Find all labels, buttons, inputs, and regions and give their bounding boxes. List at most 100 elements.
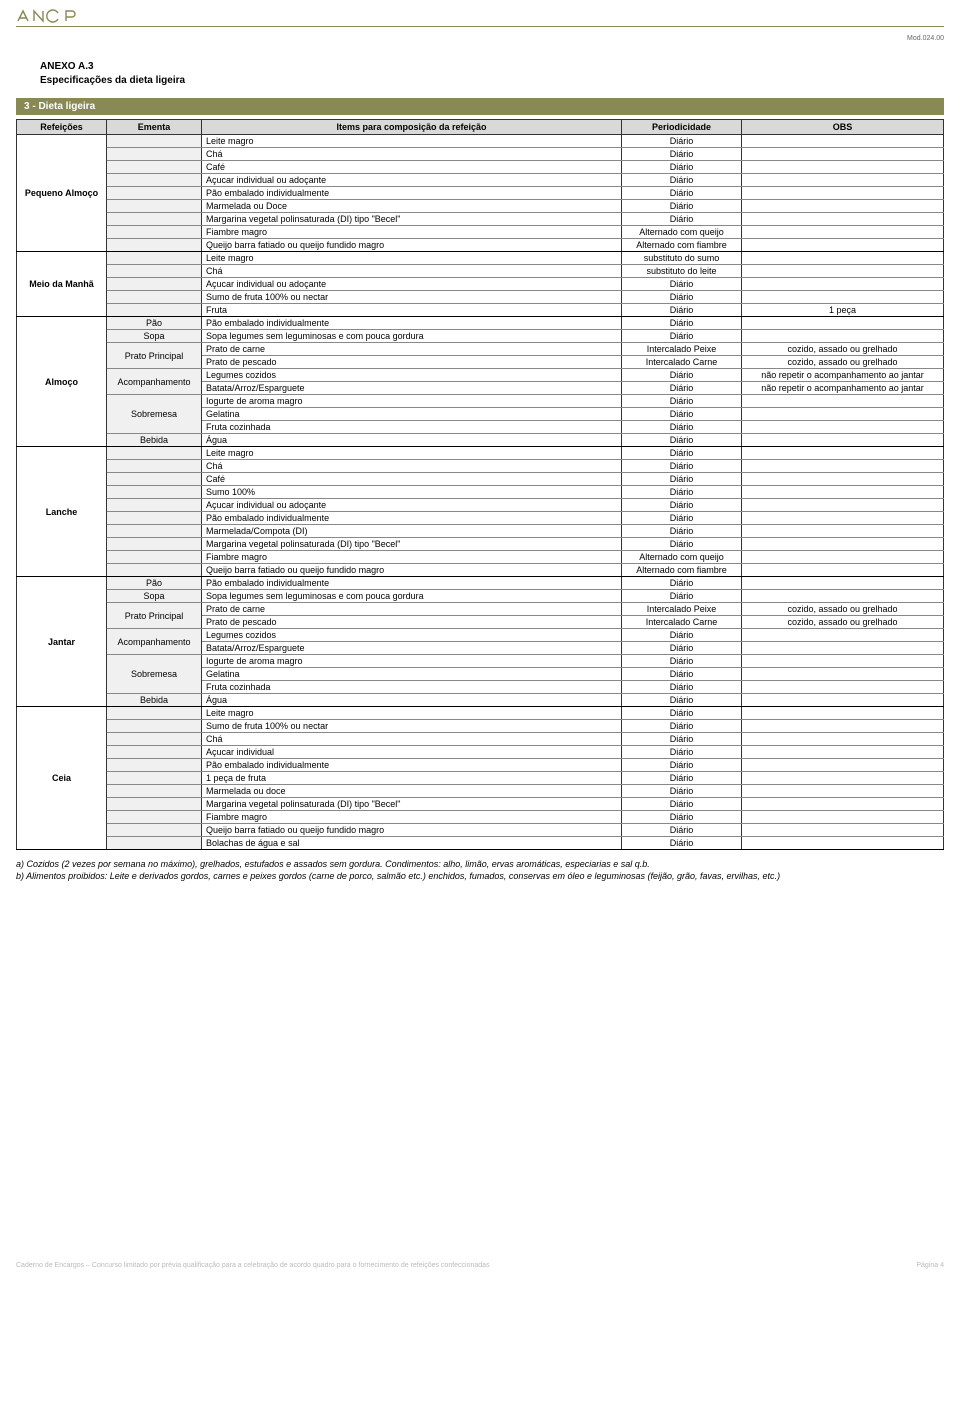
obs-cell bbox=[742, 837, 944, 850]
periodicidade-cell: Diário bbox=[622, 824, 742, 837]
table-row: Marmelada ou doceDiário bbox=[17, 785, 944, 798]
periodicidade-cell: Diário bbox=[622, 655, 742, 668]
obs-cell: cozido, assado ou grelhado bbox=[742, 356, 944, 369]
table-row: CaféDiário bbox=[17, 473, 944, 486]
item-cell: Chá bbox=[202, 148, 622, 161]
table-row: AlmoçoPãoPão embalado individualmenteDiá… bbox=[17, 317, 944, 330]
item-cell: Prato de carne bbox=[202, 343, 622, 356]
item-cell: Sopa legumes sem leguminosas e com pouca… bbox=[202, 330, 622, 343]
item-cell: Sumo 100% bbox=[202, 486, 622, 499]
periodicidade-cell: Diário bbox=[622, 434, 742, 447]
ementa-cell bbox=[107, 759, 202, 772]
ementa-cell bbox=[107, 837, 202, 850]
obs-cell bbox=[742, 486, 944, 499]
obs-cell: não repetir o acompanhamento ao jantar bbox=[742, 369, 944, 382]
obs-cell bbox=[742, 239, 944, 252]
periodicidade-cell: Diário bbox=[622, 278, 742, 291]
table-row: Açucar individual ou adoçanteDiário bbox=[17, 278, 944, 291]
periodicidade-cell: Diário bbox=[622, 811, 742, 824]
periodicidade-cell: Diário bbox=[622, 512, 742, 525]
table-row: BebidaÁguaDiário bbox=[17, 694, 944, 707]
mod-code: Mod.024.00 bbox=[16, 35, 944, 42]
ementa-cell bbox=[107, 564, 202, 577]
ementa-cell bbox=[107, 148, 202, 161]
table-header-row: Refeições Ementa Items para composição d… bbox=[17, 120, 944, 135]
ementa-cell bbox=[107, 512, 202, 525]
item-cell: Margarina vegetal polinsaturada (DI) tip… bbox=[202, 538, 622, 551]
obs-cell bbox=[742, 395, 944, 408]
item-cell: Gelatina bbox=[202, 408, 622, 421]
table-row: Pão embalado individualmenteDiário bbox=[17, 512, 944, 525]
ementa-cell bbox=[107, 291, 202, 304]
item-cell: Margarina vegetal polinsaturada (DI) tip… bbox=[202, 798, 622, 811]
periodicidade-cell: Intercalado Peixe bbox=[622, 603, 742, 616]
section-bar: 3 - Dieta ligeira bbox=[16, 98, 944, 115]
obs-cell bbox=[742, 772, 944, 785]
item-cell: Pão embalado individualmente bbox=[202, 512, 622, 525]
table-row: Ceia Leite magroDiário bbox=[17, 707, 944, 720]
periodicidade-cell: Diário bbox=[622, 317, 742, 330]
obs-cell: cozido, assado ou grelhado bbox=[742, 343, 944, 356]
table-row: Queijo barra fatiado ou queijo fundido m… bbox=[17, 564, 944, 577]
table-row: Pequeno Almoço Leite magroDiário bbox=[17, 135, 944, 148]
meal-name: Pequeno Almoço bbox=[17, 135, 107, 252]
obs-cell bbox=[742, 681, 944, 694]
table-row: Margarina vegetal polinsaturada (DI) tip… bbox=[17, 538, 944, 551]
logo bbox=[16, 8, 944, 24]
item-cell: Marmelada ou doce bbox=[202, 785, 622, 798]
periodicidade-cell: Diário bbox=[622, 642, 742, 655]
obs-cell bbox=[742, 291, 944, 304]
item-cell: Água bbox=[202, 694, 622, 707]
table-row: Lanche Leite magroDiário bbox=[17, 447, 944, 460]
table-row: FrutaDiário1 peça bbox=[17, 304, 944, 317]
table-row: SobremesaIogurte de aroma magroDiário bbox=[17, 395, 944, 408]
table-row: Açucar individualDiário bbox=[17, 746, 944, 759]
obs-cell: não repetir o acompanhamento ao jantar bbox=[742, 382, 944, 395]
table-row: SopaSopa legumes sem leguminosas e com p… bbox=[17, 330, 944, 343]
ementa-cell: Pão bbox=[107, 317, 202, 330]
item-cell: Sopa legumes sem leguminosas e com pouca… bbox=[202, 590, 622, 603]
obs-cell bbox=[742, 330, 944, 343]
item-cell: Queijo barra fatiado ou queijo fundido m… bbox=[202, 564, 622, 577]
periodicidade-cell: Diário bbox=[622, 187, 742, 200]
item-cell: Margarina vegetal polinsaturada (DI) tip… bbox=[202, 213, 622, 226]
item-cell: Açucar individual ou adoçante bbox=[202, 278, 622, 291]
ementa-cell bbox=[107, 239, 202, 252]
periodicidade-cell: Diário bbox=[622, 395, 742, 408]
obs-cell bbox=[742, 629, 944, 642]
periodicidade-cell: substituto do leite bbox=[622, 265, 742, 278]
note-a: a) Cozidos (2 vezes por semana no máximo… bbox=[16, 858, 944, 870]
col-periodicidade: Periodicidade bbox=[622, 120, 742, 135]
periodicidade-cell: Diário bbox=[622, 330, 742, 343]
table-row: Fiambre magroAlternado com queijo bbox=[17, 551, 944, 564]
ementa-cell: Bebida bbox=[107, 694, 202, 707]
table-row: Bolachas de água e salDiário bbox=[17, 837, 944, 850]
obs-cell: cozido, assado ou grelhado bbox=[742, 603, 944, 616]
periodicidade-cell: Diário bbox=[622, 772, 742, 785]
ementa-cell bbox=[107, 772, 202, 785]
periodicidade-cell: Diário bbox=[622, 785, 742, 798]
item-cell: Açucar individual bbox=[202, 746, 622, 759]
item-cell: Fruta cozinhada bbox=[202, 421, 622, 434]
item-cell: Sumo de fruta 100% ou nectar bbox=[202, 720, 622, 733]
item-cell: Legumes cozidos bbox=[202, 629, 622, 642]
ementa-cell bbox=[107, 551, 202, 564]
item-cell: Legumes cozidos bbox=[202, 369, 622, 382]
ementa-cell bbox=[107, 135, 202, 148]
ementa-cell bbox=[107, 785, 202, 798]
item-cell: Batata/Arroz/Esparguete bbox=[202, 382, 622, 395]
ementa-cell: Prato Principal bbox=[107, 603, 202, 629]
table-row: Fiambre magroAlternado com queijo bbox=[17, 226, 944, 239]
ementa-cell bbox=[107, 746, 202, 759]
table-row: Marmelada/Compota (DI)Diário bbox=[17, 525, 944, 538]
periodicidade-cell: Intercalado Carne bbox=[622, 356, 742, 369]
divider bbox=[16, 26, 944, 27]
periodicidade-cell: Diário bbox=[622, 486, 742, 499]
periodicidade-cell: substituto do sumo bbox=[622, 252, 742, 265]
ementa-cell: Sobremesa bbox=[107, 655, 202, 694]
item-cell: Fruta cozinhada bbox=[202, 681, 622, 694]
obs-cell bbox=[742, 798, 944, 811]
item-cell: Chá bbox=[202, 733, 622, 746]
periodicidade-cell: Diário bbox=[622, 720, 742, 733]
obs-cell bbox=[742, 161, 944, 174]
